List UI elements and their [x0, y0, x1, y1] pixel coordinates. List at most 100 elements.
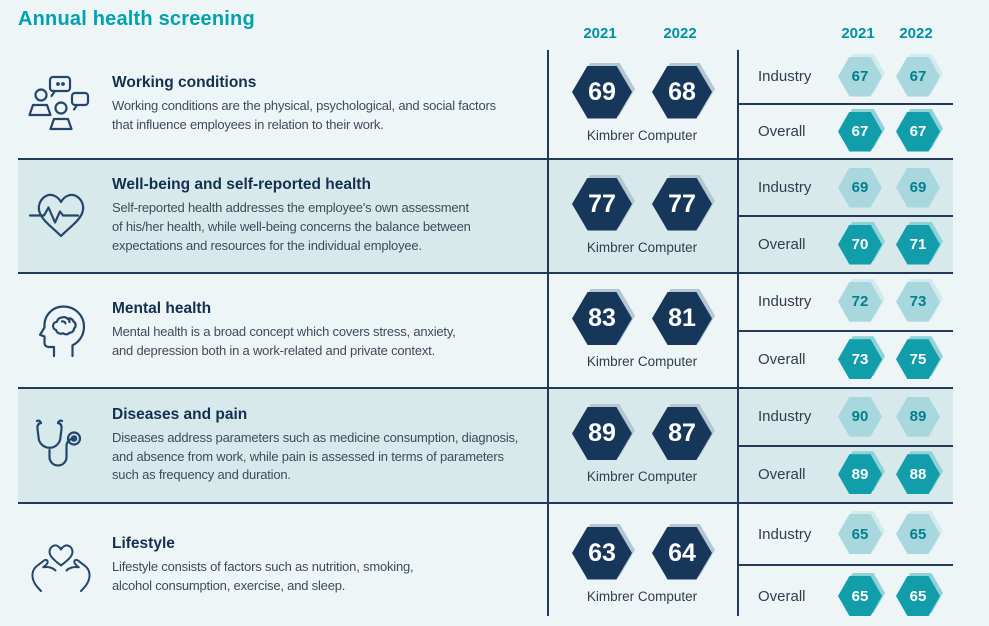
industry-label: Industry [758, 68, 812, 85]
overall-label: Overall [758, 587, 806, 605]
overall-benchmark-row: Overall 65 65 [737, 566, 953, 626]
company-score-2021-hexagon: 89 [572, 404, 635, 460]
company-score-2022-hexagon: 81 [652, 289, 715, 345]
company-label: Kimbrer Computer [586, 239, 698, 255]
overall-benchmark-row: Overall 89 88 [737, 447, 953, 503]
overall-2022-hexagon: 75 [896, 336, 943, 380]
category-title: Diseases and pain [112, 405, 248, 423]
industry-2022-hexagon: 73 [896, 278, 943, 322]
category-title: Mental health [112, 300, 212, 318]
category-cell: Diseases and pain Diseases address param… [18, 389, 547, 502]
rows: Working conditions Working conditions ar… [18, 50, 953, 626]
overall-label: Overall [758, 123, 806, 140]
company-score-hexagons: 69 68 [572, 62, 715, 119]
overall-2021-hexagon: 65 [838, 573, 885, 616]
industry-benchmark-row: Industry 72 73 [737, 274, 953, 332]
overall-benchmark-row: Overall 70 71 [737, 217, 953, 272]
company-score-2022-hexagon: 87 [652, 404, 715, 460]
category-icon-box [28, 536, 94, 594]
industry-2021-hexagon: 65 [838, 511, 885, 554]
overall-2022-hexagon: 65 [896, 573, 943, 616]
industry-benchmark-row: Industry 67 67 [737, 50, 953, 105]
category-description: Working conditions are the physical, psy… [112, 97, 496, 132]
category-title: Well-being and self-reported health [112, 176, 371, 194]
category-cell: Mental health Mental health is a broad c… [18, 274, 547, 387]
benchmark-cell: Industry 69 69 Overall 70 71 [737, 160, 953, 272]
industry-label: Industry [758, 179, 812, 196]
category-text: Working conditions Working conditions ar… [112, 74, 496, 135]
company-label: Kimbrer Computer [586, 469, 698, 484]
overall-benchmark-row: Overall 73 75 [737, 332, 953, 388]
industry-2021-hexagon: 67 [838, 53, 885, 97]
column-divider-right [737, 50, 739, 616]
industry-2022-hexagon: 67 [896, 53, 943, 97]
overall-label: Overall [758, 350, 806, 368]
category-description: Lifestyle consists of factors such as nu… [112, 558, 414, 593]
company-score-cell: 89 87 Kimbrer Computer [547, 389, 737, 502]
category-title: Lifestyle [112, 534, 175, 552]
category-cell: Well-being and self-reported health Self… [18, 160, 547, 272]
category-row: Diseases and pain Diseases address param… [18, 389, 953, 504]
company-score-cell: 63 64 Kimbrer Computer [547, 504, 737, 626]
industry-2022-hexagon: 89 [896, 393, 943, 437]
industry-label: Industry [758, 293, 812, 311]
head-brain-icon [28, 302, 94, 360]
category-cell: Working conditions Working conditions ar… [18, 50, 547, 158]
industry-benchmark-row: Industry 69 69 [737, 160, 953, 217]
column-divider-left [547, 50, 549, 616]
category-description: Diseases address parameters such as medi… [112, 429, 519, 483]
category-text: Lifestyle Lifestyle consists of factors … [112, 534, 414, 596]
stethoscope-icon [28, 417, 94, 475]
overall-label: Overall [758, 465, 806, 483]
category-icon-box [28, 75, 94, 133]
company-year-header-2022: 2022 [663, 25, 697, 42]
company-label: Kimbrer Computer [586, 588, 698, 604]
category-row: Well-being and self-reported health Self… [18, 160, 953, 274]
industry-2021-hexagon: 69 [838, 164, 885, 208]
company-label: Kimbrer Computer [586, 354, 698, 369]
overall-2021-hexagon: 89 [838, 451, 885, 495]
company-label: Kimbrer Computer [586, 127, 698, 143]
screening-table: Working conditions Working conditions ar… [18, 50, 953, 626]
company-year-header-2021: 2021 [583, 25, 617, 42]
industry-2021-hexagon: 90 [838, 393, 885, 437]
benchmark-cell: Industry 72 73 Overall 73 75 [737, 274, 953, 387]
overall-2021-hexagon: 73 [838, 336, 885, 380]
company-score-2021-hexagon: 69 [572, 62, 635, 119]
overall-2021-hexagon: 70 [838, 221, 885, 265]
category-text: Diseases and pain Diseases address param… [112, 406, 518, 486]
category-cell: Lifestyle Lifestyle consists of factors … [18, 504, 547, 626]
category-description: Self-reported health addresses the emplo… [112, 200, 471, 253]
company-score-cell: 69 68 Kimbrer Computer [547, 50, 737, 158]
company-score-hexagons: 63 64 [572, 523, 715, 580]
benchmark-year-header-2022: 2022 [899, 25, 933, 42]
benchmark-year-header-2021: 2021 [841, 25, 875, 42]
category-icon-box [28, 187, 94, 245]
category-icon-box [28, 302, 94, 360]
category-row: Lifestyle Lifestyle consists of factors … [18, 504, 953, 626]
overall-2022-hexagon: 67 [896, 108, 943, 152]
overall-benchmark-row: Overall 67 67 [737, 105, 953, 158]
company-score-hexagons: 77 77 [572, 174, 715, 231]
category-description: Mental health is a broad concept which c… [112, 324, 456, 358]
industry-2022-hexagon: 69 [896, 164, 943, 208]
company-score-2021-hexagon: 63 [572, 523, 635, 580]
category-text: Mental health Mental health is a broad c… [112, 300, 456, 361]
industry-label: Industry [758, 408, 812, 426]
overall-label: Overall [758, 236, 806, 253]
overall-2022-hexagon: 71 [896, 221, 943, 265]
company-score-2021-hexagon: 77 [572, 174, 635, 231]
company-score-hexagons: 83 81 [572, 289, 715, 345]
category-title: Working conditions [112, 73, 257, 91]
industry-benchmark-row: Industry 90 89 [737, 389, 953, 447]
people-chat-icon [28, 75, 94, 133]
industry-benchmark-row: Industry 65 65 [737, 504, 953, 566]
hands-heart-icon [28, 536, 94, 594]
industry-label: Industry [758, 525, 812, 543]
overall-2021-hexagon: 67 [838, 108, 885, 152]
heart-pulse-icon [28, 187, 94, 245]
benchmark-cell: Industry 67 67 Overall 67 67 [737, 50, 953, 158]
category-row: Mental health Mental health is a broad c… [18, 274, 953, 389]
company-score-2021-hexagon: 83 [572, 289, 635, 345]
